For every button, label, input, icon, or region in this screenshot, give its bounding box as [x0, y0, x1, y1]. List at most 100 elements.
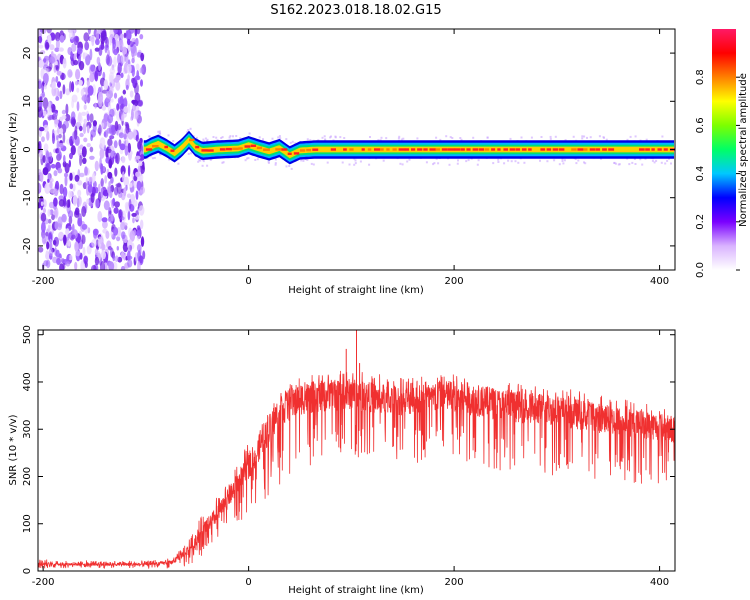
- spectrogram-panel: -200 0 200 400 -20 -10 0 10 20 Height of straig…: [8, 28, 676, 296]
- noise-blob: [40, 29, 44, 34]
- noise-blob: [90, 134, 93, 142]
- noise-blob: [139, 34, 144, 40]
- noise-blob: [91, 172, 96, 183]
- carrier-halo: [634, 163, 637, 165]
- noise-blob: [75, 68, 81, 80]
- noise-blob: [136, 230, 141, 237]
- carrier-halo: [267, 161, 270, 164]
- colorbar-tick-label: 0.8: [695, 69, 706, 85]
- carrier-halo: [300, 159, 303, 162]
- carrier-halo: [492, 162, 495, 165]
- carrier-halo: [177, 162, 180, 165]
- noise-blob: [59, 128, 64, 134]
- noise-blob: [47, 224, 51, 232]
- noise-blob: [62, 57, 67, 69]
- noise-blob: [43, 58, 47, 63]
- noise-blob: [121, 222, 128, 227]
- noise-blob: [136, 29, 141, 35]
- noise-blob: [117, 62, 122, 74]
- noise-blob: [66, 254, 70, 261]
- carrier-core: [374, 148, 381, 151]
- noise-blob: [142, 250, 146, 260]
- noise-blob: [55, 96, 60, 101]
- noise-blob: [98, 62, 101, 71]
- noise-blob: [103, 79, 109, 91]
- noise-blob: [126, 193, 131, 199]
- noise-blob: [54, 247, 57, 256]
- carrier-halo: [267, 160, 270, 163]
- carrier-halo: [359, 160, 362, 163]
- noise-blob: [132, 199, 138, 207]
- noise-blob: [89, 113, 94, 123]
- carrier-halo: [206, 164, 209, 167]
- carrier-halo: [274, 162, 277, 165]
- carrier-halo: [310, 162, 313, 165]
- noise-blob: [76, 101, 80, 112]
- noise-blob: [123, 133, 127, 140]
- noise-blob: [38, 35, 43, 44]
- noise-blob: [129, 230, 136, 242]
- figure-title: S162.2023.018.18.02.G15: [270, 3, 441, 18]
- carrier-halo: [465, 160, 468, 163]
- carrier-halo: [460, 138, 463, 141]
- noise-blob: [136, 244, 142, 252]
- noise-blob: [74, 261, 78, 270]
- carrier-halo: [432, 163, 435, 166]
- noise-blob: [56, 70, 62, 76]
- carrier-halo: [354, 162, 357, 165]
- carrier-halo: [380, 136, 383, 139]
- carrier-halo: [353, 163, 356, 166]
- carrier-core: [454, 148, 460, 151]
- noise-blob: [131, 65, 135, 77]
- noise-blob: [54, 47, 59, 52]
- noise-blob: [125, 123, 130, 134]
- noise-blob: [108, 261, 115, 270]
- noise-blob: [99, 148, 105, 159]
- carrier-core: [201, 149, 208, 152]
- carrier-halo: [202, 138, 205, 141]
- spectrogram-y-label: Frequency (Hz): [8, 112, 19, 188]
- colorbar-tick-label: 0.4: [695, 166, 706, 182]
- carrier-halo: [435, 157, 438, 160]
- noise-blob: [78, 79, 83, 86]
- noise-blob: [87, 29, 91, 35]
- noise-blob: [65, 103, 69, 116]
- noise-blob: [62, 234, 67, 245]
- carrier-halo: [309, 139, 312, 142]
- carrier-halo: [653, 161, 656, 164]
- noise-blob: [86, 143, 91, 148]
- noise-blob: [95, 38, 100, 46]
- noise-blob: [41, 82, 45, 93]
- noise-blob: [59, 35, 65, 43]
- carrier-halo: [321, 136, 324, 139]
- noise-blob: [121, 156, 126, 164]
- noise-blob: [138, 162, 143, 167]
- noise-blob: [38, 246, 44, 253]
- noise-blob: [90, 64, 95, 72]
- noise-blob: [101, 241, 105, 251]
- noise-blob: [79, 125, 83, 132]
- noise-blob: [79, 154, 83, 167]
- noise-blob: [98, 124, 102, 136]
- noise-blob: [106, 93, 110, 99]
- noise-blob: [134, 155, 141, 160]
- noise-blob: [129, 90, 134, 98]
- noise-blob: [52, 239, 57, 246]
- noise-blob: [94, 160, 99, 172]
- carrier-halo: [369, 136, 371, 138]
- carrier-halo: [228, 136, 231, 139]
- carrier-halo: [634, 135, 637, 138]
- noise-blob: [127, 45, 131, 51]
- noise-blob: [109, 67, 116, 75]
- carrier-halo: [256, 158, 259, 161]
- carrier-halo: [660, 161, 663, 164]
- spectrogram-y-ticks: -20 -10 0 10 20: [22, 47, 675, 254]
- noise-blob: [125, 52, 129, 64]
- noise-blob: [68, 190, 73, 199]
- carrier-core: [466, 148, 471, 151]
- noise-blob: [70, 145, 76, 156]
- noise-blob: [117, 53, 121, 65]
- noise-blob: [86, 113, 90, 122]
- carrier-halo: [517, 161, 520, 164]
- noise-blob: [38, 80, 42, 89]
